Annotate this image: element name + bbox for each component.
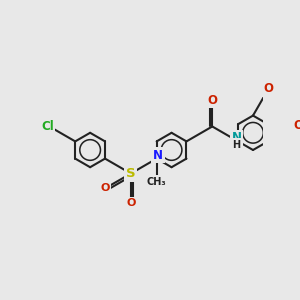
Text: H: H — [232, 140, 241, 150]
Text: Cl: Cl — [41, 120, 54, 133]
Text: O: O — [207, 94, 217, 107]
Text: O: O — [263, 82, 274, 95]
Text: O: O — [126, 198, 136, 208]
Text: N: N — [153, 148, 163, 161]
Text: O: O — [293, 119, 300, 132]
Text: N: N — [232, 131, 242, 144]
Text: S: S — [126, 167, 136, 180]
Text: CH₃: CH₃ — [147, 177, 166, 187]
Text: O: O — [100, 183, 110, 194]
